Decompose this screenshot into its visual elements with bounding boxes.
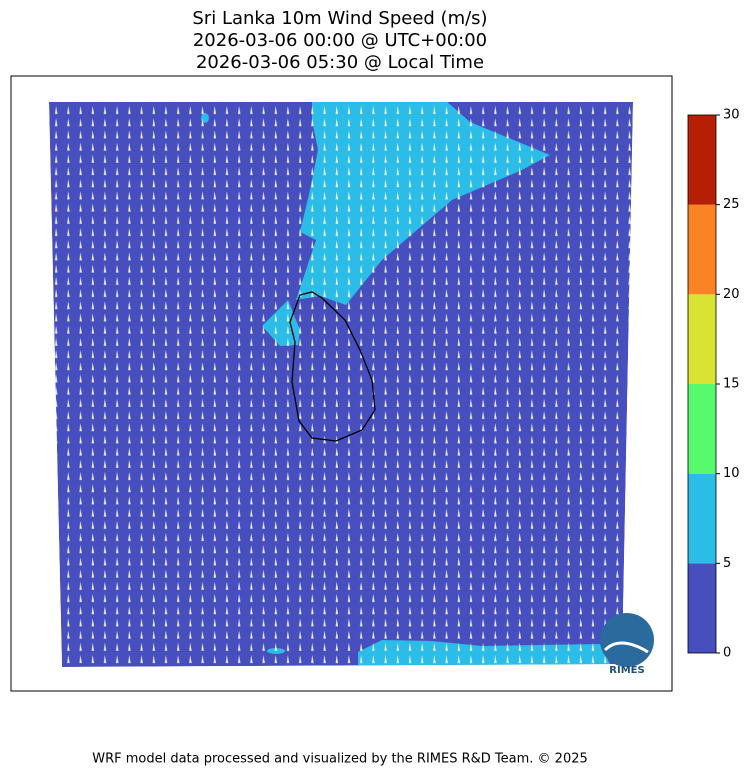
footer: WRF model data processed and visualized … — [92, 752, 588, 767]
colorbar-segment — [688, 294, 716, 384]
colorbar-segment — [688, 204, 716, 295]
colorbar: 0 5 10 15 20 25 30 — [688, 108, 740, 661]
logo-emblem — [600, 613, 654, 667]
title-line: Sri Lanka 10m Wind Speed (m/s) — [192, 8, 487, 29]
logo-wave — [603, 641, 649, 654]
colorbar-segment — [688, 473, 716, 564]
colorbar-tick-label: 0 — [723, 646, 731, 661]
wind-arrows — [49, 102, 633, 667]
colorbar-tick-label: 20 — [723, 287, 740, 302]
colorbar-segment — [688, 563, 716, 653]
wind-field — [49, 102, 633, 667]
logo: RIMES — [600, 613, 654, 676]
colorbar-tick-label: 10 — [723, 466, 740, 481]
colorbar-tick-label: 5 — [723, 556, 731, 571]
title-line: 2026-03-06 00:00 @ UTC+00:00 — [193, 30, 487, 51]
coastline — [289, 291, 376, 442]
colorbar-tick-label: 30 — [723, 108, 740, 123]
title-line: 2026-03-06 05:30 @ Local Time — [196, 52, 484, 73]
colorbar-segment — [688, 115, 716, 205]
colorbar-frame — [687, 114, 717, 654]
colorbar-tick-label: 15 — [723, 377, 740, 392]
logo-text: RIMES — [609, 665, 644, 676]
colorbar-segment — [688, 384, 716, 474]
colorbar-tick-label: 25 — [723, 197, 740, 212]
